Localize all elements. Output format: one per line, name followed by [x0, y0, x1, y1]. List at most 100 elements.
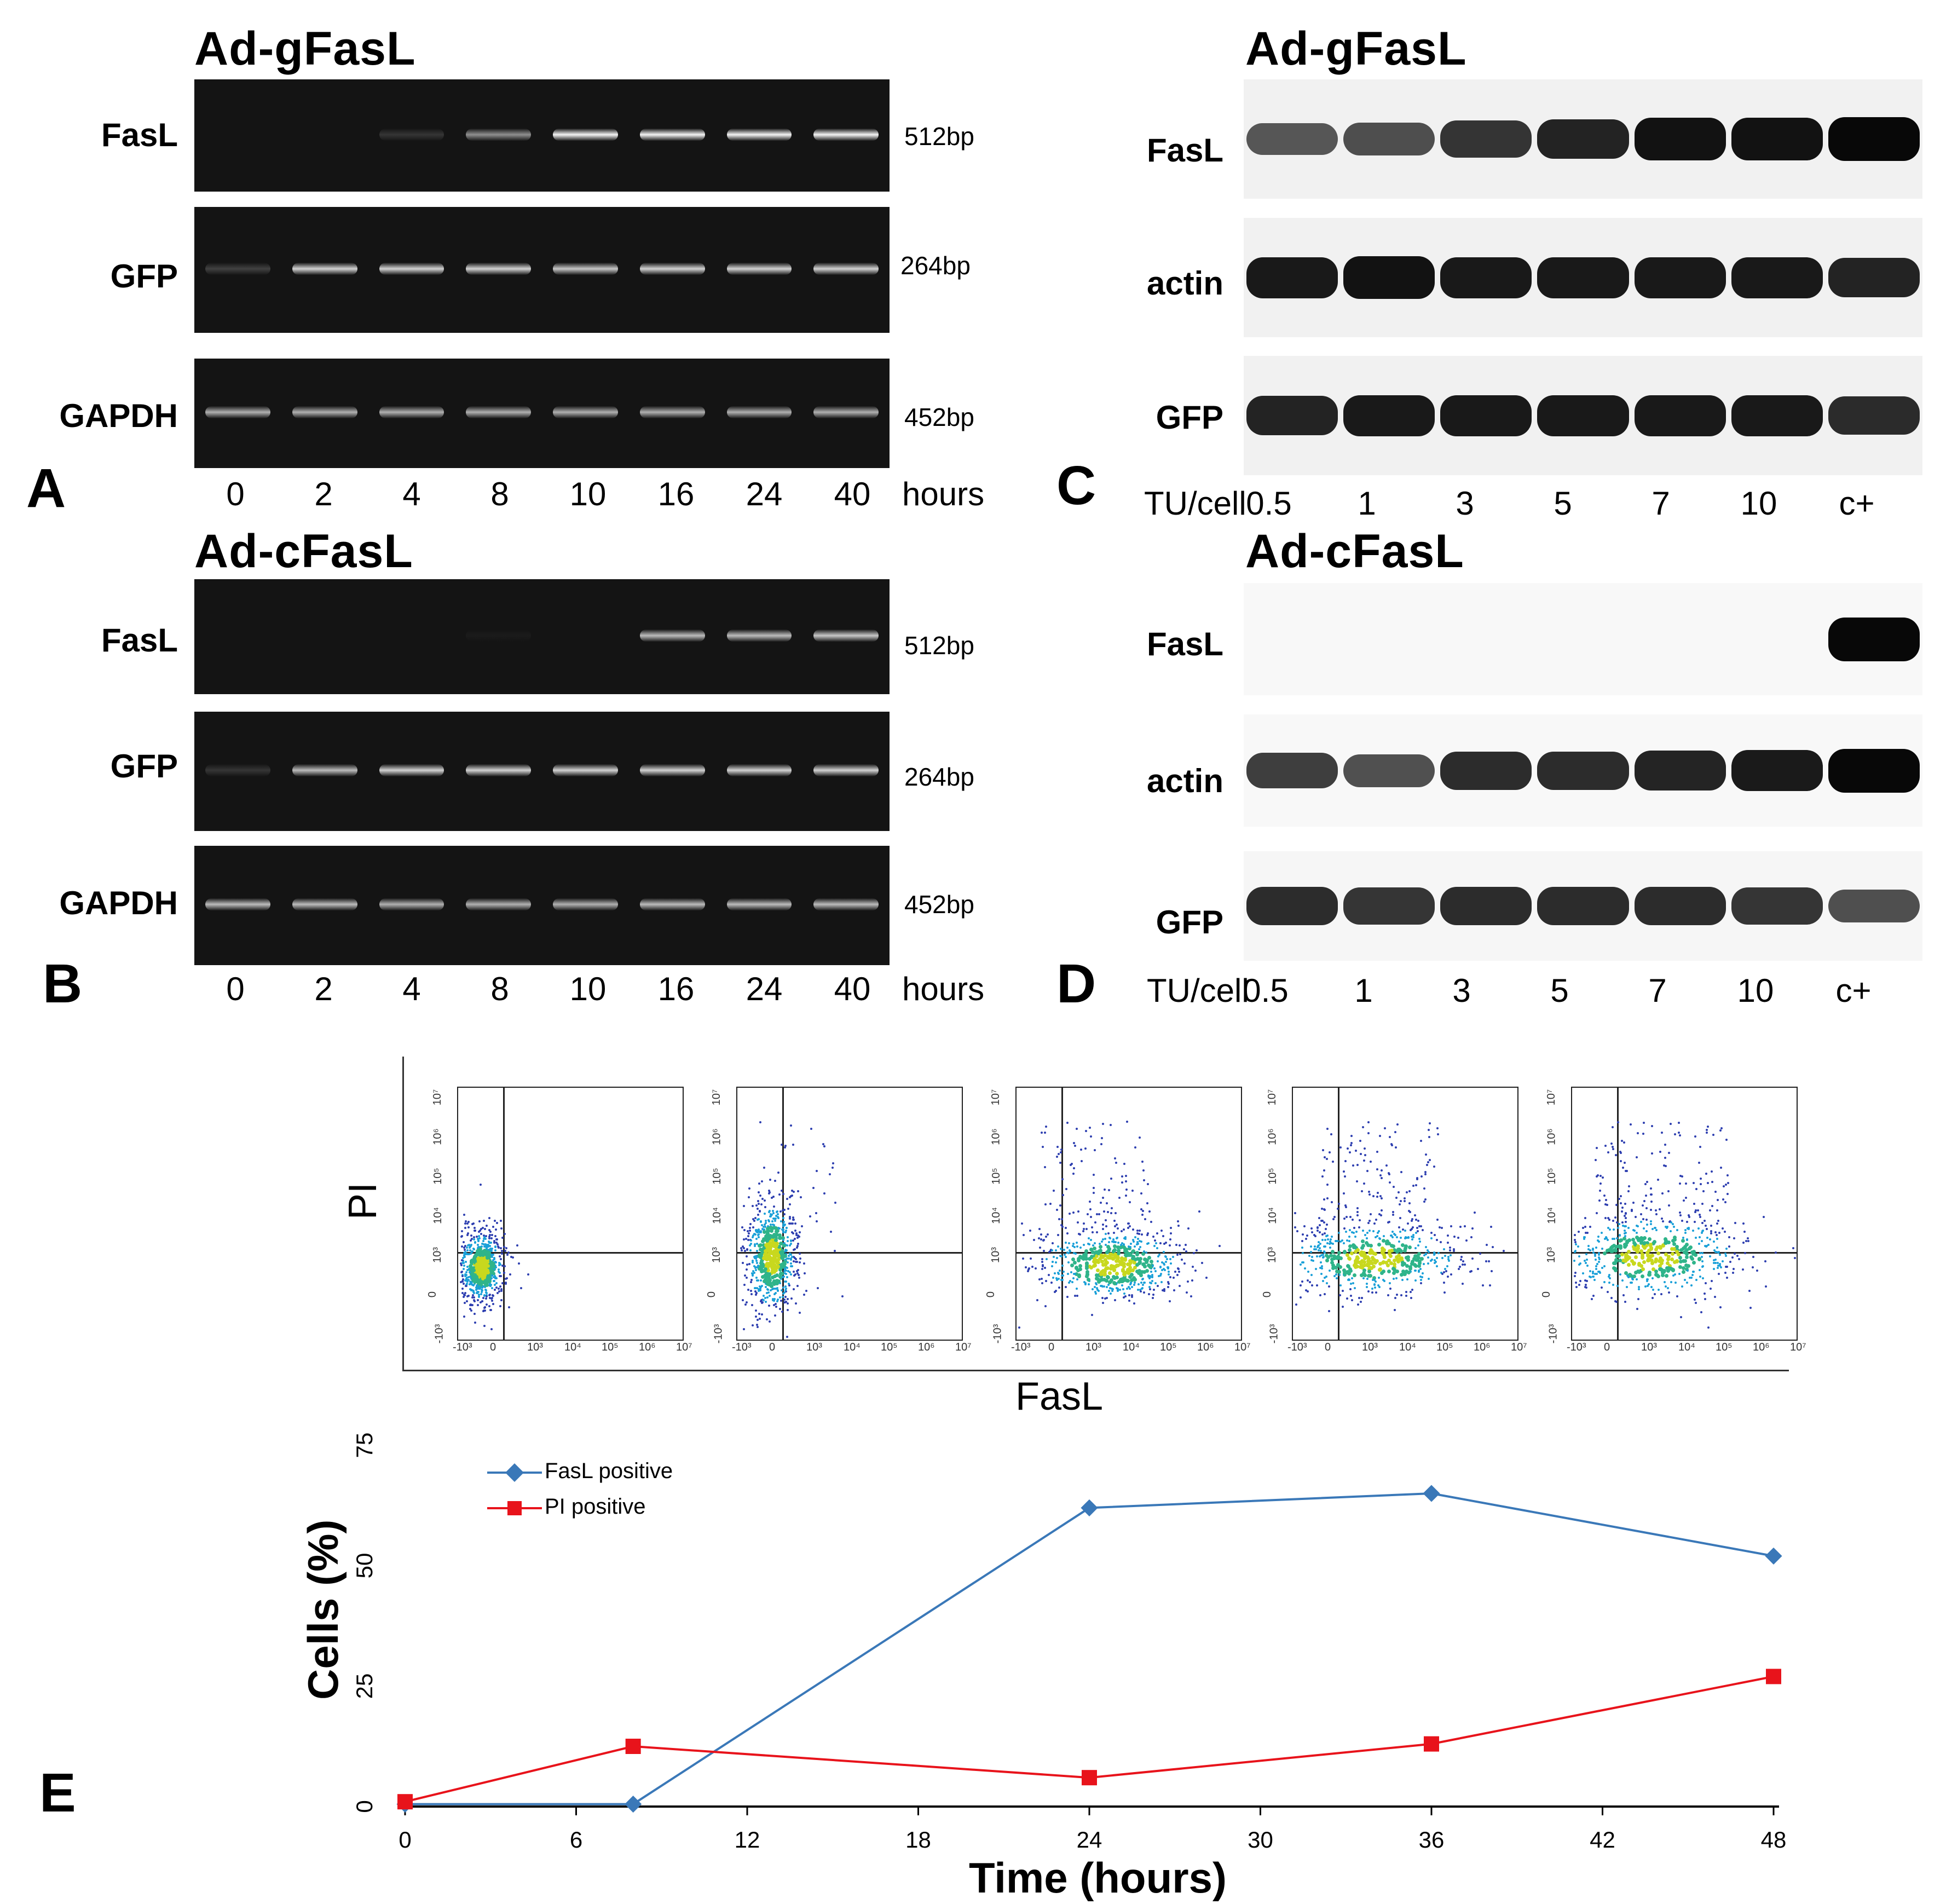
gel-band — [205, 263, 270, 275]
data-point-pi — [397, 1794, 413, 1810]
flow-event — [1324, 1245, 1326, 1248]
flow-event — [1670, 1247, 1674, 1251]
flow-event — [1621, 1140, 1624, 1143]
flow-event — [1429, 1159, 1431, 1162]
flow-event — [1383, 1279, 1385, 1282]
flow-event — [494, 1275, 496, 1278]
flow-event — [772, 1195, 775, 1198]
flow-event — [765, 1300, 767, 1303]
flow-event — [1627, 1226, 1630, 1229]
flow-event — [777, 1233, 782, 1238]
flow-event — [1645, 1230, 1648, 1232]
flow-event — [1624, 1170, 1627, 1173]
flow-event — [469, 1263, 473, 1268]
flow-event — [1674, 1250, 1679, 1254]
flow-event — [494, 1265, 497, 1267]
flow-event — [743, 1250, 746, 1253]
flow-event — [1306, 1279, 1309, 1282]
flow-event — [1630, 1123, 1632, 1126]
flow-event — [1631, 1209, 1633, 1211]
flow-event — [1595, 1267, 1597, 1270]
flow-event — [755, 1259, 758, 1262]
flow-event — [1361, 1229, 1364, 1232]
flow-event — [461, 1288, 464, 1290]
legend-fasl-label: FasL positive — [545, 1459, 673, 1483]
flow-x-tick: 10³ — [806, 1341, 822, 1353]
flow-event — [1578, 1284, 1581, 1286]
flow-event — [767, 1276, 771, 1280]
flow-event — [1162, 1262, 1165, 1265]
flow-event — [1373, 1278, 1376, 1281]
flow-event — [1712, 1261, 1715, 1264]
flow-event — [1352, 1219, 1354, 1221]
flow-event — [1366, 1243, 1371, 1247]
flow-event — [499, 1275, 502, 1278]
flow-event — [1348, 1269, 1353, 1273]
flow-event — [782, 1221, 785, 1224]
flow-event — [488, 1282, 491, 1285]
flow-event — [1310, 1273, 1313, 1276]
flow-event — [755, 1269, 758, 1272]
flow-event — [486, 1303, 488, 1306]
flow-event — [795, 1233, 798, 1236]
blot-band — [1828, 890, 1920, 922]
flow-event — [1055, 1290, 1058, 1293]
flow-event — [1141, 1161, 1144, 1163]
flow-event — [765, 1255, 770, 1259]
flow-event — [1346, 1253, 1350, 1257]
flow-event — [787, 1239, 789, 1242]
flow-event — [504, 1249, 506, 1252]
blot-band — [1731, 395, 1823, 436]
flow-event — [791, 1194, 794, 1197]
flow-event — [503, 1265, 506, 1268]
flow-event — [1650, 1285, 1653, 1288]
flow-event — [1592, 1294, 1595, 1297]
flow-event — [1453, 1236, 1456, 1238]
flow-event — [1667, 1190, 1670, 1193]
flow-event — [478, 1220, 481, 1223]
flow-event — [1615, 1254, 1619, 1258]
flow-event — [772, 1210, 775, 1213]
flow-event — [1490, 1270, 1493, 1273]
flow-event — [470, 1282, 472, 1284]
blot-band — [1634, 751, 1726, 791]
flow-event — [1153, 1267, 1156, 1270]
flow-event — [480, 1293, 483, 1295]
flow-event — [761, 1250, 765, 1255]
flow-event — [482, 1239, 484, 1242]
flow-event — [1361, 1243, 1365, 1248]
blot-panel-d-fasl — [1244, 583, 1922, 695]
flow-event — [1157, 1255, 1160, 1257]
flow-event — [1123, 1237, 1125, 1240]
flow-event — [1150, 1220, 1153, 1223]
flow-event — [1156, 1247, 1159, 1250]
flow-event — [783, 1261, 787, 1266]
flow-event — [1107, 1247, 1111, 1251]
flow-event — [1096, 1213, 1099, 1216]
flow-event — [746, 1248, 749, 1251]
flow-event — [783, 1209, 786, 1211]
flow-event — [1678, 1260, 1683, 1264]
flow-event — [1646, 1285, 1649, 1288]
flow-event — [1392, 1214, 1395, 1216]
flow-event — [1333, 1216, 1336, 1219]
flow-event — [1321, 1175, 1324, 1178]
flow-event — [1122, 1265, 1126, 1269]
flow-event — [768, 1278, 772, 1283]
flow-event — [1708, 1209, 1711, 1212]
flow-event — [1109, 1267, 1113, 1271]
flow-event — [490, 1308, 493, 1311]
flow-event — [1331, 1236, 1333, 1238]
flow-event — [786, 1267, 788, 1270]
flow-event — [794, 1256, 796, 1259]
flow-event — [749, 1289, 752, 1292]
flow-event — [767, 1211, 770, 1214]
flow-event — [1373, 1284, 1376, 1286]
flow-event — [1113, 1252, 1117, 1256]
flow-event — [1631, 1282, 1633, 1284]
flow-event — [1376, 1235, 1378, 1238]
flow-event — [1095, 1273, 1099, 1277]
flow-event — [1139, 1239, 1141, 1242]
flow-event — [772, 1279, 776, 1284]
flow-event — [1586, 1265, 1589, 1267]
